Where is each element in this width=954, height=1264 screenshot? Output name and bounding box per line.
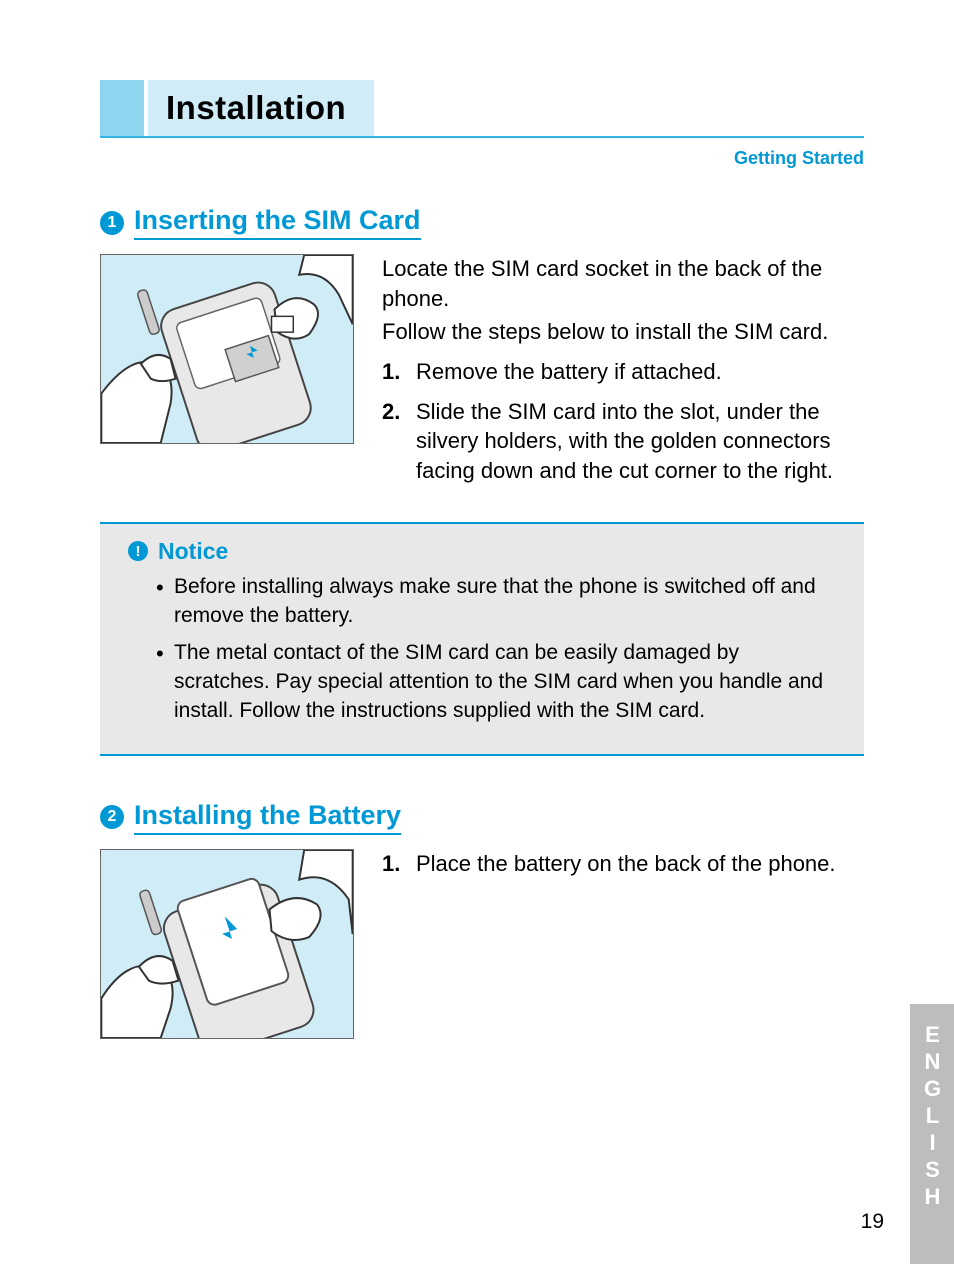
title-accent-square (100, 80, 148, 136)
breadcrumb: Getting Started (100, 148, 864, 169)
step-number: 2. (382, 397, 406, 486)
step-text: Remove the battery if attached. (416, 357, 864, 387)
section-2-heading: 2 Installing the Battery (100, 800, 864, 835)
section-1-heading: 1 Inserting the SIM Card (100, 205, 864, 240)
page-number: 19 (861, 1210, 884, 1234)
section-1-content: Locate the SIM card socket in the back o… (100, 254, 864, 496)
section-2-text: 1. Place the battery on the back of the … (382, 849, 836, 889)
step-text: Place the battery on the back of the pho… (416, 849, 836, 879)
notice-box: ! Notice Before installing always make s… (100, 522, 864, 756)
sim-insert-drawing (101, 255, 353, 443)
notice-title: Notice (158, 538, 228, 565)
step-number: 1. (382, 849, 406, 879)
section-2-title: Installing the Battery (134, 800, 401, 835)
circled-number-icon: 1 (100, 211, 124, 235)
title-underline (100, 136, 864, 138)
notice-list: Before installing always make sure that … (128, 573, 840, 726)
title-row: Installation (100, 80, 864, 136)
page-title: Installation (148, 80, 374, 136)
side-tab-label: ENGLISH (919, 1022, 945, 1211)
battery-install-drawing (101, 850, 353, 1038)
list-item: 2. Slide the SIM card into the slot, und… (382, 397, 864, 486)
step-text: Slide the SIM card into the slot, under … (416, 397, 864, 486)
title-bar: Installation Getting Started (100, 80, 864, 169)
section-1-text: Locate the SIM card socket in the back o… (382, 254, 864, 496)
illustration-battery (100, 849, 354, 1039)
list-item: 1. Remove the battery if attached. (382, 357, 864, 387)
language-side-tab: ENGLISH (910, 1004, 954, 1264)
list-item: 1. Place the battery on the back of the … (382, 849, 836, 879)
circled-number-icon: 2 (100, 805, 124, 829)
section-1-para-2: Follow the steps below to install the SI… (382, 317, 864, 347)
section-2-content: 1. Place the battery on the back of the … (100, 849, 864, 1039)
list-item: The metal contact of the SIM card can be… (156, 639, 840, 726)
section-1-para-1: Locate the SIM card socket in the back o… (382, 254, 864, 313)
step-number: 1. (382, 357, 406, 387)
section-1-steps: 1. Remove the battery if attached. 2. Sl… (382, 357, 864, 486)
section-2-steps: 1. Place the battery on the back of the … (382, 849, 836, 879)
exclamation-icon: ! (128, 541, 148, 561)
list-item: Before installing always make sure that … (156, 573, 840, 631)
page: Installation Getting Started 1 Inserting… (0, 0, 954, 1264)
notice-heading: ! Notice (128, 538, 840, 565)
section-1-title: Inserting the SIM Card (134, 205, 421, 240)
illustration-sim-card (100, 254, 354, 444)
